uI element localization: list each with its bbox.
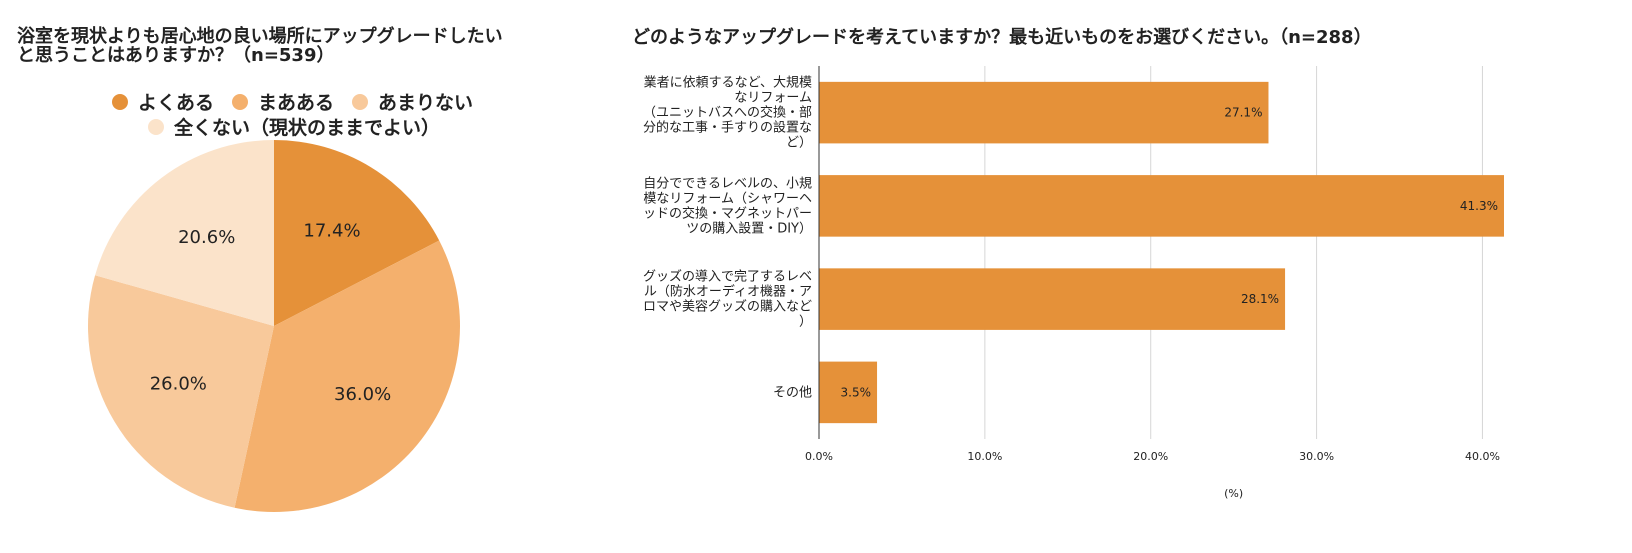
- legend-swatch-yoku-aru: [112, 93, 128, 110]
- category-label-line: 自分でできるレベルの、小規: [643, 176, 812, 191]
- bar-4: [819, 361, 878, 424]
- bar-value-label-2: 41.3%: [1460, 199, 1498, 213]
- category-label-line: ツの購入設置・DIY）: [686, 220, 812, 236]
- x-tick-label: 20.0%: [1133, 450, 1168, 463]
- category-label-line: （ユニットバスへの交換・部: [643, 105, 812, 121]
- category-label-line: 模なリフォーム（シャワーヘ: [643, 191, 812, 206]
- bar-chart: 0.0% 10.0% 20.0% 30.0% 40.0% 27.1% 業者に依頼するなど、大…: [643, 66, 1504, 500]
- x-tick-label: 10.0%: [967, 450, 1002, 463]
- pie-label-amari-nai: 26.0%: [150, 373, 207, 394]
- category-label-line: なリフォーム: [734, 91, 812, 106]
- pie-label-yoku-aru: 17.4%: [303, 221, 360, 242]
- bar-chart-title: どのようなアップグレードを考えていますか？最も近いものをお選びください。（n=2…: [632, 27, 1372, 48]
- pie-slice-mattaku-nai: [95, 140, 274, 326]
- category-label-line: グッズの導入で完了するレベ: [643, 269, 812, 285]
- bar-value-label-3: 28.1%: [1241, 292, 1279, 306]
- legend-item-mattaku-nai: 全くない（現状のままでよい）: [148, 113, 440, 140]
- category-label-line: ッドの交換・マグネットパー: [643, 205, 812, 221]
- category-label-line: ど）: [786, 136, 812, 151]
- pie-slice-maa-aru: [234, 240, 460, 513]
- bar-1: [819, 81, 1269, 144]
- category-label-line: 分的な工事・手すりの設置な: [643, 120, 812, 136]
- category-label-1: 業者に依頼するなど、大規模なリフォーム（ユニットバスへの交換・部分的な工事・手す…: [643, 75, 812, 151]
- legend-item-amari-nai: あまりない: [352, 88, 473, 115]
- x-tick-label: 0.0%: [805, 450, 833, 463]
- legend-swatch-amari-nai: [352, 93, 369, 110]
- legend-label-mattaku-nai: 全くない（現状のままでよい）: [174, 117, 441, 139]
- x-tick-label: 30.0%: [1299, 450, 1334, 463]
- category-label-line: ロマや美容グッズの購入など: [643, 299, 812, 315]
- category-label-line: 業者に依頼するなど、大規模: [644, 75, 812, 91]
- legend-swatch-mattaku-nai: [148, 118, 164, 135]
- x-tick-label: 40.0%: [1465, 450, 1500, 463]
- pie-legend-row-1: よくある まあある あまりない: [112, 88, 491, 115]
- bar-3: [819, 268, 1286, 330]
- legend-label-yoku-aru: よくある: [138, 92, 215, 114]
- pie-chart-title-line-2: と思うことはありますか？（n=539）: [17, 45, 335, 66]
- x-axis-label: (%): [1224, 487, 1243, 500]
- pie-legend-row-2: 全くない（現状のままでよい）: [148, 113, 458, 140]
- bar-2: [819, 175, 1504, 237]
- category-label-4: その他: [773, 385, 812, 400]
- pie-chart: 17.4% 36.0% 26.0% 20.6%: [87, 140, 460, 513]
- bar-value-label-4: 3.5%: [841, 385, 872, 399]
- bar-chart-panel: どのようなアップグレードを考えていますか？最も近いものをお選びください。（n=2…: [620, 0, 1632, 553]
- legend-label-maa-aru: まあある: [258, 92, 335, 114]
- category-label-line: ル（防水オーディオ機器・ア: [644, 284, 812, 300]
- legend-label-amari-nai: あまりない: [378, 92, 474, 114]
- bar-value-label-1: 27.1%: [1224, 106, 1262, 120]
- pie-label-maa-aru: 36.0%: [334, 384, 391, 405]
- legend-item-maa-aru: まあある: [232, 88, 334, 115]
- pie-slice-amari-nai: [87, 275, 274, 508]
- category-label-line: その他: [773, 385, 812, 400]
- category-label-line: ）: [799, 315, 812, 330]
- pie-chart-panel: 浴室を現状よりも居心地の良い場所にアップグレードしたい と思うことはありますか？…: [0, 0, 600, 553]
- pie-slice-yoku-aru: [274, 140, 440, 326]
- legend-swatch-maa-aru: [232, 93, 249, 110]
- pie-label-mattaku-nai: 20.6%: [178, 227, 235, 248]
- pie-chart-title-line-1: 浴室を現状よりも居心地の良い場所にアップグレードしたい: [17, 26, 503, 47]
- category-label-2: 自分でできるレベルの、小規模なリフォーム（シャワーヘッドの交換・マグネットパーツ…: [643, 176, 812, 236]
- legend-item-yoku-aru: よくある: [112, 88, 214, 115]
